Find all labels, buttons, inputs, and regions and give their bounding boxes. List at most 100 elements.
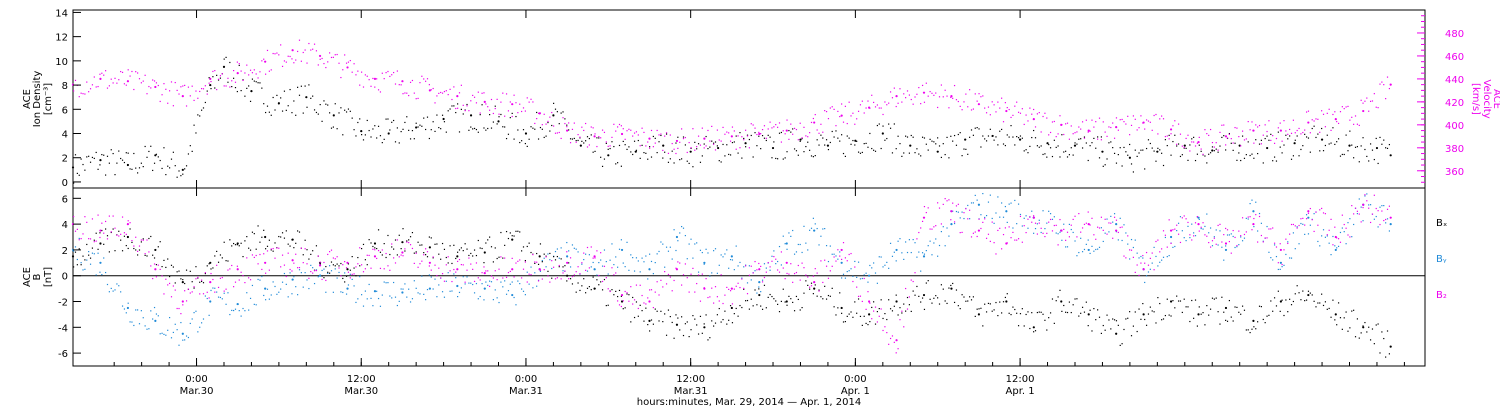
by-sample <box>750 279 752 281</box>
by-sample <box>665 246 668 248</box>
bx-sample <box>344 281 346 283</box>
bx-sample <box>927 280 929 282</box>
velocity-sample <box>1147 120 1150 122</box>
bz-sample <box>682 274 685 276</box>
bz-sample <box>161 275 163 277</box>
velocity-sample <box>1326 112 1328 114</box>
bx-sample <box>210 268 212 270</box>
bx-sample <box>942 288 944 290</box>
bz-sample <box>1277 262 1279 264</box>
density-data-point <box>1293 142 1296 145</box>
bx-sample <box>513 235 515 237</box>
density-sample <box>458 131 461 133</box>
density-sample <box>905 135 907 137</box>
by-sample <box>242 307 244 310</box>
density-sample <box>524 142 526 145</box>
velocity-sample <box>302 51 304 54</box>
velocity-sample <box>1349 119 1351 121</box>
by-sample <box>1016 223 1018 225</box>
bz-sample <box>765 271 767 273</box>
bx-sample <box>724 310 726 312</box>
bz-data-point <box>428 261 431 264</box>
velocity-sample <box>1017 111 1020 113</box>
density-sample <box>818 144 820 146</box>
velocity-sample <box>985 112 988 114</box>
bx-sample <box>852 316 854 318</box>
density-sample <box>756 145 758 147</box>
by-sample <box>217 296 220 298</box>
density-sample <box>850 143 852 145</box>
density-sample <box>809 149 811 151</box>
bz-sample <box>665 283 668 285</box>
density-sample <box>539 126 542 129</box>
velocity-sample <box>1172 125 1174 127</box>
velocity-sample <box>649 147 651 149</box>
by-sample <box>856 276 858 279</box>
density-sample <box>950 135 952 137</box>
bz-sample <box>1304 224 1306 226</box>
bx-sample <box>1245 329 1247 331</box>
density-sample <box>300 85 302 87</box>
bz-sample <box>391 243 393 245</box>
density-sample <box>1059 156 1061 158</box>
velocity-sample <box>344 54 346 56</box>
density-sample <box>1349 130 1351 132</box>
bx-sample <box>963 296 965 298</box>
bx-sample <box>355 275 357 277</box>
density-sample <box>1177 143 1180 145</box>
velocity-sample <box>746 135 749 137</box>
bz-sample <box>925 211 927 214</box>
velocity-sample <box>261 60 263 62</box>
by-sample <box>1149 268 1151 270</box>
density-sample <box>754 132 756 134</box>
by-sample <box>972 202 974 204</box>
by-sample <box>157 315 159 317</box>
bx-sample <box>829 295 831 297</box>
bz-sample <box>1292 223 1294 226</box>
velocity-sample <box>216 89 218 91</box>
bz-sample <box>137 250 139 252</box>
density-sample <box>961 155 963 157</box>
by-sample <box>931 254 933 256</box>
velocity-sample <box>1307 110 1310 112</box>
bz-sample <box>703 287 705 289</box>
bx-sample <box>184 282 186 285</box>
velocity-sample <box>498 113 500 115</box>
bx-sample <box>1257 321 1259 323</box>
bz-sample <box>374 249 376 251</box>
by-sample <box>1304 233 1306 235</box>
by-sample <box>353 285 355 287</box>
bx-sample <box>1010 313 1012 316</box>
density-sample <box>778 132 781 134</box>
bz-sample <box>799 279 801 281</box>
bx-sample <box>637 315 639 317</box>
density-sample <box>1328 143 1330 145</box>
bx-sample <box>1110 328 1112 330</box>
density-sample <box>526 145 528 148</box>
bx-sample <box>1206 305 1208 307</box>
by-data-point <box>428 287 431 290</box>
by-sample <box>317 276 319 278</box>
velocity-sample <box>1245 138 1247 140</box>
by-sample <box>888 267 890 269</box>
by-sample <box>502 286 504 288</box>
bz-sample <box>1213 237 1215 239</box>
bx-sample <box>534 262 536 264</box>
velocity-sample <box>1296 129 1298 132</box>
bz-sample <box>108 215 110 217</box>
by-sample <box>445 280 447 282</box>
bx-sample <box>129 228 131 230</box>
velocity-sample <box>129 75 131 77</box>
bz-sample <box>873 310 875 312</box>
velocity-sample <box>285 61 287 63</box>
bx-sample <box>425 254 427 256</box>
density-sample <box>310 97 312 99</box>
bz-sample <box>310 270 312 273</box>
bz-sample <box>212 278 214 281</box>
by-sample <box>1198 218 1200 220</box>
bx-sample <box>490 246 493 248</box>
velocity-sample <box>1198 136 1200 138</box>
velocity-sample <box>1234 126 1236 129</box>
by-data-point <box>1334 248 1337 252</box>
bx-sample <box>370 242 372 244</box>
